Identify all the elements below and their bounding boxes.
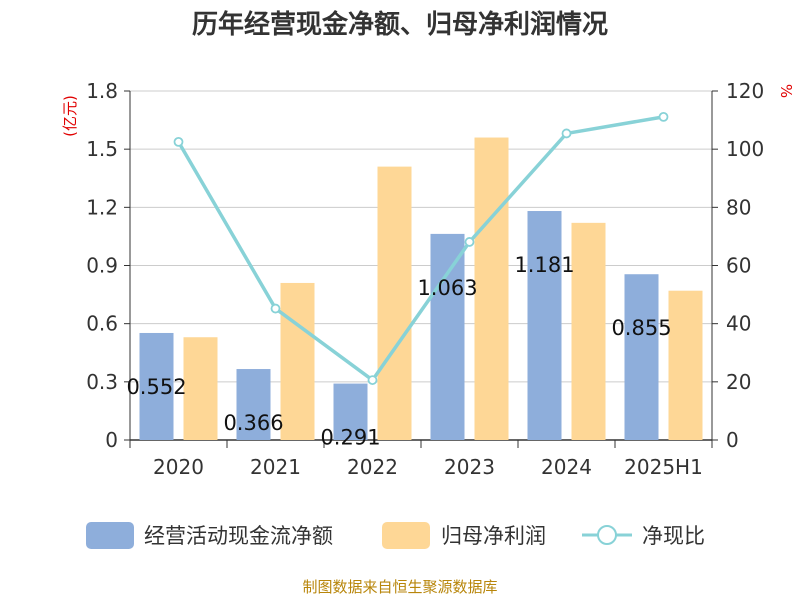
legend-swatch-net-profit: [382, 522, 430, 549]
left-axis-tick-label: 1.5: [86, 137, 118, 161]
ratio-point: [658, 111, 669, 122]
left-axis-tick-label: 0.9: [86, 254, 118, 278]
x-axis-tick-label: 2025H1: [624, 455, 703, 479]
ratio-point: [561, 128, 572, 139]
left-axis-tick-label: 0.3: [86, 370, 118, 394]
cashflow-data-label: 0.366: [223, 411, 283, 435]
right-axis-tick-label: 0: [726, 428, 739, 452]
left-axis-tick-label: 0: [105, 428, 118, 452]
chart-title: 历年经营现金净额、归母净利润情况: [192, 9, 608, 40]
left-axis-tick-label: 0.6: [86, 312, 118, 336]
x-axis-tick-label: 2024: [541, 455, 592, 479]
right-axis-tick-label: 60: [726, 254, 751, 278]
right-axis-tick-label: 40: [726, 312, 751, 336]
x-axis-tick-label: 2020: [153, 455, 204, 479]
right-axis-tick-label: 120: [726, 79, 764, 103]
net-profit-bar: [668, 290, 703, 440]
cashflow-bar: [139, 332, 174, 440]
cashflow-data-label: 0.855: [611, 316, 671, 340]
cashflow-data-label: 1.063: [417, 276, 477, 300]
data-labels: 0.552 0.366 0.291 1.063 1.181 0.855: [126, 253, 671, 450]
legend-label-ratio: 净现比: [642, 524, 705, 548]
net-profit-bar: [280, 282, 315, 440]
left-axis-unit: (亿元): [61, 95, 79, 137]
grid-lines: [130, 90, 712, 383]
right-axis-tick-label: 20: [726, 370, 751, 394]
right-axis-unit: %: [777, 84, 795, 98]
ratio-line-path: [176, 115, 664, 383]
left-axis-tick-label: 1.2: [86, 195, 118, 219]
net-profit-bar: [571, 222, 606, 440]
legend-swatch-cashflow: [86, 522, 134, 549]
left-axis-tick-label: 1.8: [86, 79, 118, 103]
net-profit-bar: [474, 137, 509, 441]
cashflow-data-label: 0.552: [126, 375, 186, 399]
cashflow-bar: [430, 233, 465, 440]
net-profit-bar: [183, 337, 218, 440]
cashflow-bar: [236, 369, 271, 440]
cashflow-bar: [624, 274, 659, 440]
legend: 经营活动现金流净额 归母净利润 净现比: [86, 522, 705, 549]
net-profit-bar: [377, 166, 412, 440]
legend-label-cashflow: 经营活动现金流净额: [144, 524, 333, 548]
ratio-point: [367, 375, 378, 385]
ratio-point: [464, 237, 475, 247]
right-axis-tick-label: 100: [726, 137, 764, 161]
cashflow-bar: [333, 383, 368, 440]
cashflow-data-label: 0.291: [320, 426, 380, 450]
cashflow-data-label: 1.181: [514, 253, 574, 277]
source-note: 制图数据来自恒生聚源数据库: [302, 578, 497, 596]
x-axis-tick-label: 2022: [347, 455, 398, 479]
right-axis-tick-label: 80: [726, 195, 751, 219]
legend-marker-ratio: [597, 525, 617, 545]
legend-label-net-profit: 归母净利润: [441, 524, 546, 548]
ratio-point: [270, 303, 281, 314]
x-axis-tick-label: 2021: [250, 455, 301, 479]
ratio-point: [173, 136, 184, 147]
x-axis-tick-label: 2023: [444, 455, 495, 479]
cashflow-bar: [527, 211, 562, 440]
bars: [139, 137, 703, 441]
axes: 0 0.3 0.6 0.9 1.2 1.5 1.8 0 20 40 60 80 100 120 (亿元)% 2…: [61, 79, 795, 479]
ratio-line: [173, 111, 669, 385]
